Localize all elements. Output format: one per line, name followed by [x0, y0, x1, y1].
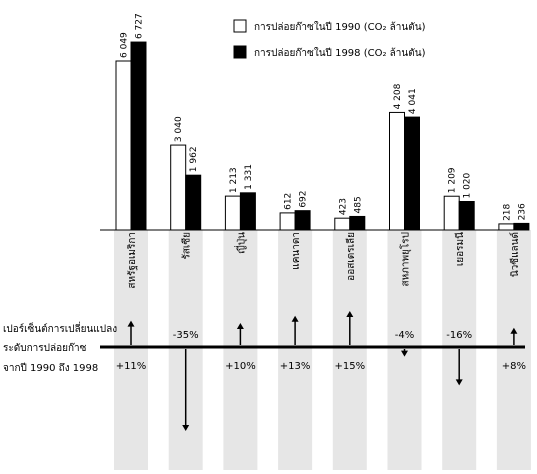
- bar-1998: [458, 201, 475, 231]
- change-arrow-up: [236, 323, 244, 345]
- value-label-1990: 218: [502, 203, 512, 220]
- value-label-1990: 6 049: [120, 32, 130, 58]
- legend-label-1990: การปล่อยก๊าซในปี 1990 (CO₂ ล้านตัน): [254, 21, 426, 33]
- legend-swatch-1990: [233, 19, 247, 33]
- category-label: แคนาดา: [291, 232, 302, 270]
- category-band: [114, 230, 148, 470]
- change-label: -35%: [173, 330, 199, 341]
- value-label-1998: 4 041: [408, 88, 418, 114]
- value-label-1998: 485: [353, 196, 363, 213]
- value-label-1998: 1 020: [463, 172, 473, 198]
- value-label-1990: 1 213: [229, 167, 239, 193]
- category-band: [496, 230, 531, 470]
- bar-1998: [349, 215, 366, 231]
- bar-1990: [389, 111, 405, 231]
- bar-1998: [513, 222, 530, 231]
- bar-1998: [130, 41, 147, 231]
- change-label: +13%: [280, 361, 311, 372]
- category-label: สหรัฐอเมริกา: [127, 232, 138, 289]
- legend-swatch-1998: [233, 45, 247, 59]
- change-label: +8%: [502, 361, 526, 372]
- change-arrow-down: [455, 349, 463, 386]
- change-axis-label-line1: เปอร์เซ็นต์การเปลี่ยนแปลง: [3, 324, 118, 335]
- value-label-1990: 423: [338, 198, 348, 215]
- category-label: เยอรมนี: [454, 232, 466, 266]
- bar-1990: [279, 212, 296, 231]
- change-label: -16%: [446, 330, 472, 341]
- change-label: +11%: [116, 361, 147, 372]
- category-label: ออสเตรเลีย: [345, 232, 357, 281]
- value-label-1998: 692: [299, 190, 309, 207]
- value-label-1990: 4 208: [393, 83, 403, 109]
- change-label: +10%: [225, 361, 256, 372]
- change-arrow-down: [182, 349, 190, 431]
- change-label: +15%: [334, 361, 365, 372]
- category-label: สหภาพยุโรป: [399, 232, 412, 286]
- value-label-1990: 612: [284, 193, 294, 210]
- category-band: [278, 230, 313, 470]
- bar-1998: [185, 174, 202, 231]
- category-label: นิวซีแลนด์: [509, 232, 521, 277]
- category-band: [223, 230, 258, 470]
- change-axis-label-line3: จากปี 1990 ถึง 1998: [3, 363, 99, 374]
- bar-1998: [294, 210, 311, 231]
- change-arrow-up: [510, 327, 518, 345]
- value-label-1990: 1 209: [448, 167, 458, 193]
- bar-1998: [404, 116, 420, 231]
- bar-1990: [443, 195, 460, 231]
- value-label-1998: 1 331: [244, 164, 254, 190]
- bar-1990: [334, 217, 351, 231]
- change-axis-label-line2: ระดับการปล่อยก๊าซ: [3, 343, 87, 354]
- legend-label-1998: การปล่อยก๊าซในปี 1998 (CO₂ ล้านตัน): [254, 47, 426, 59]
- value-label-1990: 3 040: [174, 116, 184, 142]
- value-label-1998: 236: [517, 203, 527, 220]
- bar-1990: [170, 144, 187, 231]
- change-arrow-up: [291, 315, 299, 345]
- change-arrow-up: [346, 311, 354, 345]
- bar-1990: [498, 223, 515, 231]
- bar-1990: [115, 60, 132, 231]
- change-arrow-up: [127, 320, 135, 345]
- change-label: -4%: [395, 330, 414, 341]
- category-label: รัสเซีย: [181, 232, 193, 260]
- bar-1998: [239, 192, 256, 231]
- legend: การปล่อยก๊าซในปี 1990 (CO₂ ล้านตัน) การป…: [233, 19, 426, 59]
- category-label: ญี่ปุ่น: [233, 232, 247, 254]
- bar-1990: [224, 195, 241, 231]
- category-band: [332, 230, 367, 470]
- value-label-1998: 1 962: [189, 146, 199, 172]
- change-arrow-down: [401, 349, 408, 357]
- value-label-1998: 6 727: [135, 13, 145, 39]
